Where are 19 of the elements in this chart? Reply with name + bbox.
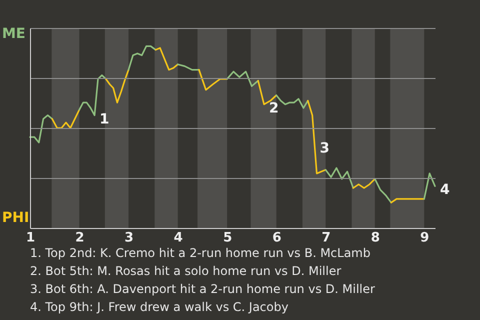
text: 3. Bot 6th: A. Davenport hit a 2-run home run vs D. Miller	[30, 281, 375, 298]
x-tick-label: 5	[223, 230, 232, 246]
x-tick-label: 7	[322, 230, 331, 246]
annotation: 2	[269, 100, 279, 116]
text: ME	[2, 26, 26, 42]
x-tick-label: 4	[174, 230, 183, 246]
text: 1. Top 2nd: K. Cremo hit a 2-run home run vs B. McLamb	[30, 245, 372, 262]
x-tick-label: 1	[26, 230, 36, 246]
x-tick-label: 2	[75, 230, 84, 246]
x-tick-label: 9	[420, 230, 430, 246]
x-tick-label: 3	[124, 230, 134, 246]
text: 4. Top 9th: J. Frew drew a walk vs C. Jacoby	[30, 299, 290, 316]
text: PHI	[2, 210, 30, 226]
annotation: 3	[320, 140, 330, 156]
annotation: 1	[100, 111, 110, 128]
x-tick-label: 6	[272, 230, 282, 246]
annotation: 4	[440, 182, 450, 198]
x-tick-label: 8	[370, 230, 380, 246]
text: 2. Bot 5th: M. Rosas hit a solo home run vs D. Miller	[30, 263, 342, 280]
